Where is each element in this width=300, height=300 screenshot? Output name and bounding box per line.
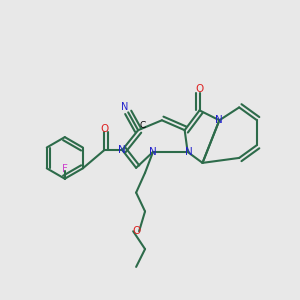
Text: O: O bbox=[100, 124, 109, 134]
Text: N: N bbox=[149, 147, 157, 157]
Text: N: N bbox=[118, 145, 126, 155]
Text: N: N bbox=[121, 102, 128, 112]
Text: O: O bbox=[195, 84, 204, 94]
Text: C: C bbox=[140, 121, 146, 130]
Text: O: O bbox=[132, 226, 140, 236]
Text: N: N bbox=[215, 115, 223, 125]
Text: N: N bbox=[185, 147, 193, 157]
Text: F: F bbox=[62, 164, 68, 174]
